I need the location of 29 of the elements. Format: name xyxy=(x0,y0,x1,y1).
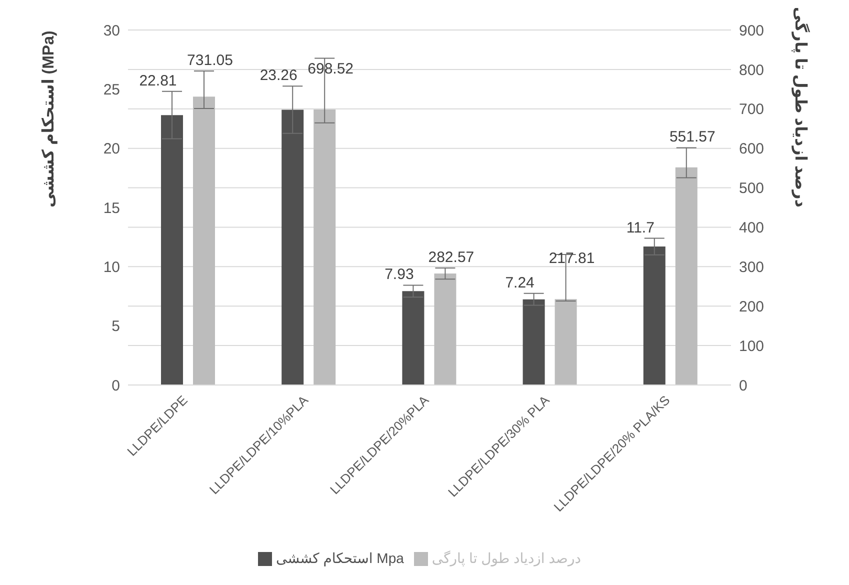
data-label: 22.81 xyxy=(139,72,177,90)
data-label: 551.57 xyxy=(669,128,716,146)
data-label: 23.26 xyxy=(260,67,298,84)
y-tick-label: 20 xyxy=(103,140,120,158)
y2-tick-label: 300 xyxy=(739,258,764,276)
y2-tick-label: 700 xyxy=(739,101,764,118)
y-tick-label: 10 xyxy=(103,258,120,276)
data-label: 731.05 xyxy=(187,52,233,70)
y2-tick-label: 800 xyxy=(739,62,764,79)
y-tick-label: 15 xyxy=(103,200,120,217)
y-tick-label: 5 xyxy=(112,318,120,336)
data-label: 7.24 xyxy=(505,274,534,292)
y2-tick-label: 0 xyxy=(739,377,748,394)
y2-tick-label: 400 xyxy=(739,220,764,237)
y2-tick-label: 200 xyxy=(739,298,764,316)
y-tick-label: 30 xyxy=(103,22,120,40)
data-label: 282.57 xyxy=(428,249,474,266)
y-tick-label: 25 xyxy=(103,81,120,98)
legend-label: استحکام کششی Mpa xyxy=(276,550,404,566)
legend-label: درصد ازدیاد طول تا پارگی xyxy=(432,550,581,566)
y2-tick-label: 900 xyxy=(739,22,764,40)
y-tick-label: 0 xyxy=(112,377,120,394)
y-axis-title: استحکام کششی (MPa) xyxy=(40,30,58,208)
y2-tick-label: 100 xyxy=(739,338,764,355)
y2-tick-label: 600 xyxy=(739,140,764,158)
data-label: 11.7 xyxy=(626,219,654,236)
data-label: 7.93 xyxy=(384,266,414,284)
y2-axis-title: درصد ازدیاد طول تا پارگی xyxy=(791,6,810,208)
y2-tick-label: 500 xyxy=(739,180,764,198)
